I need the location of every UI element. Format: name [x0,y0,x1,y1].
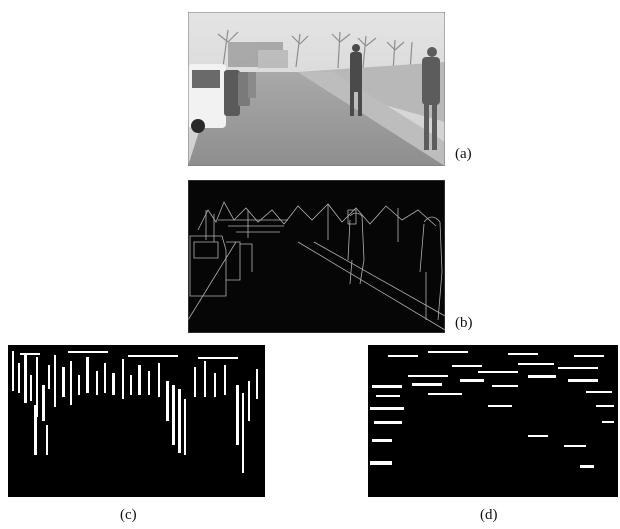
panel-b-label: (b) [455,315,473,331]
panel-a-photo [188,12,445,166]
vertical-edge-map-image [8,345,265,497]
panel-a-label: (a) [455,146,472,162]
street-scene-image [188,12,445,166]
panel-d-binary [368,345,618,497]
panel-b-edges [188,180,445,333]
horizontal-edge-map-image [368,345,618,497]
panel-d-label: (d) [480,507,498,523]
edge-map-image [188,180,445,333]
panel-c-binary [8,345,265,497]
panel-c-label: (c) [120,507,137,523]
